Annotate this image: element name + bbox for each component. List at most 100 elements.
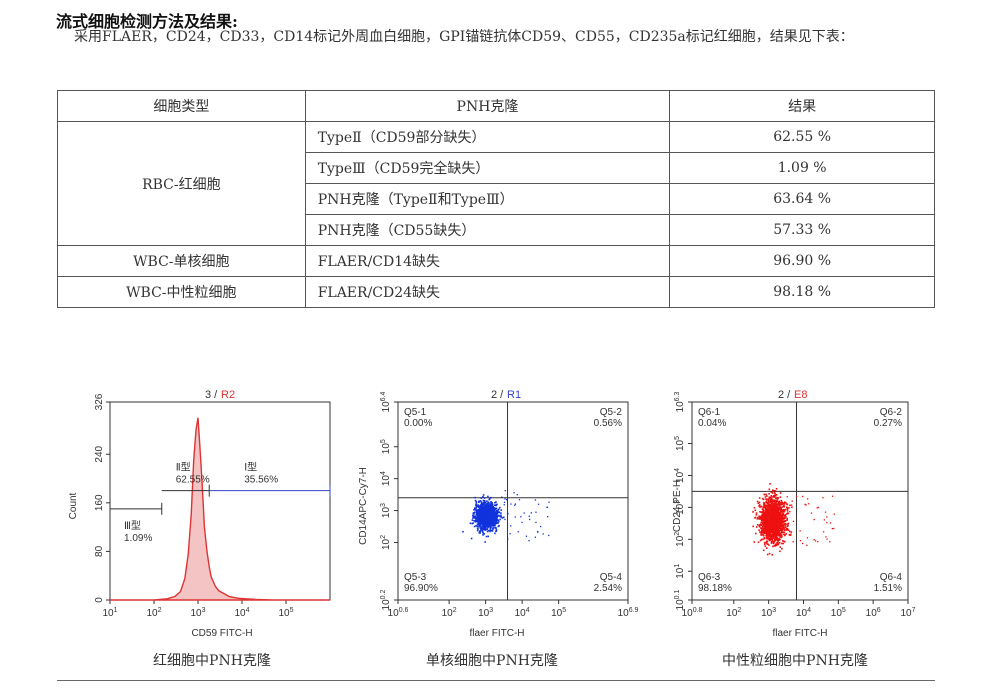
y-tick-label: 102 <box>674 532 686 547</box>
event-dot <box>772 542 775 545</box>
event-dot <box>782 514 785 517</box>
section-heading: 流式细胞检测方法及结果: <box>56 12 238 31</box>
event-dot <box>504 498 506 500</box>
event-dot <box>488 506 490 509</box>
event-dot <box>767 506 769 509</box>
event-dot <box>491 527 494 529</box>
event-dot <box>768 524 770 527</box>
event-dot <box>776 516 778 518</box>
event-dot <box>786 508 789 511</box>
event-dot <box>753 541 756 543</box>
cell-type-monocyte: WBC-单核细胞 <box>57 245 306 277</box>
event-dot <box>758 518 760 520</box>
event-dot <box>475 505 477 507</box>
event-dot <box>781 522 783 525</box>
event-dot <box>760 532 763 534</box>
histogram-caption: 红细胞中PNH克隆 <box>153 653 271 669</box>
event-dot <box>499 515 502 518</box>
event-dot <box>764 511 766 514</box>
event-dot <box>770 530 773 532</box>
event-dot <box>784 522 787 525</box>
event-dot <box>779 536 782 538</box>
event-dot <box>769 500 771 503</box>
event-dot <box>763 543 766 546</box>
event-dot <box>778 500 781 503</box>
event-dot <box>769 519 771 522</box>
event-dot <box>781 514 784 517</box>
event-dot <box>503 501 506 503</box>
event-dot <box>766 513 769 516</box>
result-table: 细胞类型 PNH克隆 结果 RBC-红细胞 TypeⅡ（CD59部分缺失） 62… <box>57 90 935 308</box>
event-dot <box>475 500 478 503</box>
event-dot <box>475 519 478 522</box>
event-dot <box>492 525 494 527</box>
event-dot <box>765 493 767 496</box>
event-dot <box>781 512 784 514</box>
event-dot <box>775 519 778 521</box>
event-dot <box>478 525 480 528</box>
event-dot <box>479 520 482 523</box>
event-dot <box>488 523 490 526</box>
event-dot <box>784 501 787 504</box>
event-dot <box>479 517 482 520</box>
event-dot <box>776 511 778 514</box>
event-dot <box>766 519 768 522</box>
event-dot <box>775 510 778 512</box>
event-dot <box>772 522 775 525</box>
event-dot <box>772 507 774 510</box>
event-dot <box>773 500 775 503</box>
event-dot <box>477 506 480 509</box>
event-dot <box>514 504 516 506</box>
y-tick-label: 104 <box>380 471 392 486</box>
event-dot <box>767 528 769 530</box>
event-dot <box>479 507 481 510</box>
event-dot <box>763 513 766 515</box>
event-dot <box>548 534 550 537</box>
quadrant-name: Q5-4 <box>600 572 623 583</box>
cell-result: 57.33 % <box>669 214 935 246</box>
x-tick-label: 106.9 <box>618 607 639 619</box>
event-dot <box>778 515 780 518</box>
event-dot <box>774 492 776 495</box>
event-dot <box>772 521 774 524</box>
event-dot <box>481 504 483 506</box>
event-dot <box>474 499 477 502</box>
event-dot <box>775 533 778 535</box>
event-dot <box>489 527 492 530</box>
event-dot <box>481 531 484 533</box>
event-dot <box>779 504 781 507</box>
event-dot <box>763 501 765 504</box>
event-dot <box>771 518 774 521</box>
event-dot <box>496 513 498 516</box>
event-dot <box>474 511 476 514</box>
x-tick-label: 103 <box>761 607 776 619</box>
event-dot <box>772 506 774 508</box>
event-dot <box>762 549 765 552</box>
neutrophil-title-gate: E8 <box>794 389 807 401</box>
event-dot <box>528 540 530 542</box>
event-dot <box>766 501 769 504</box>
event-dot <box>788 534 791 536</box>
event-dot <box>759 539 762 542</box>
event-dot <box>760 523 762 525</box>
event-dot <box>481 511 484 513</box>
x-tick-label: 104 <box>234 607 249 619</box>
event-dot <box>825 536 827 538</box>
event-dot <box>489 497 491 500</box>
gate-label: Ⅲ型 <box>124 519 141 532</box>
event-dot <box>481 529 484 532</box>
event-dot <box>779 550 781 553</box>
event-dot <box>547 516 549 518</box>
event-dot <box>773 517 776 520</box>
event-dot <box>480 516 483 518</box>
event-dot <box>491 504 493 506</box>
event-dot <box>766 530 769 532</box>
event-dot <box>523 512 525 514</box>
event-dot <box>484 527 486 530</box>
event-dot <box>777 503 780 506</box>
event-dot <box>476 511 478 513</box>
event-dot <box>473 516 475 519</box>
event-dot <box>806 544 808 546</box>
event-dot <box>485 504 487 506</box>
event-dot <box>763 520 766 522</box>
